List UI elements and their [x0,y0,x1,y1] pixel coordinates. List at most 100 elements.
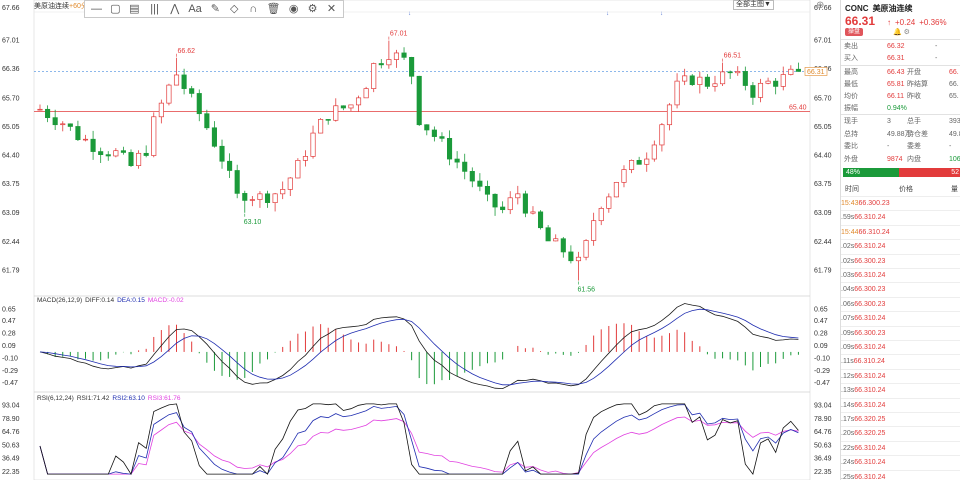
tick-vol: 0.24 [876,228,890,236]
rsi-legend-item: RSI2:63.10 [112,395,145,402]
candle-body [333,105,339,121]
candle [325,119,331,125]
drawing-toolbar: — ▢ ▤ ||| ⋀ Aa ✎ ◇ ∩ 🗑 ◉ ⚙ ✕ [84,0,344,18]
change-pct: +0.36% [919,18,947,27]
tick-header-time: 时间 [845,186,859,193]
tick-price: 66.31 [854,243,872,251]
candle [257,191,263,208]
y-tick-left: 63.75 [2,181,20,188]
candle-body [697,76,703,85]
tick-row: .17s66.320.25 [841,412,960,427]
magnet-icon[interactable]: ∩ [249,2,258,15]
main-chart-select[interactable]: 全部主图▼ [733,0,774,10]
candle-body [757,82,764,98]
candle-body [45,108,51,119]
rsi-tick-right: 78.90 [814,416,832,423]
candle-body [393,52,400,60]
candle-body [52,117,58,126]
minus-icon[interactable]: — [90,2,102,15]
stat-label: 昨收 [907,93,921,100]
tick-vol: 0.24 [871,344,886,351]
pencil-icon[interactable]: ✎ [210,2,220,15]
candle [583,239,589,261]
candle-body [325,119,331,121]
candle [712,75,718,92]
trade-badge[interactable]: 操盘 [845,28,864,36]
candle-body [158,102,164,118]
extreme-label: 67.01 [390,31,408,38]
candle [60,121,66,132]
tick-price: 66.31 [854,459,872,467]
candle [439,132,445,142]
stat-row: 均价 66.11 昨收 65. [841,91,960,102]
layers-icon[interactable]: ▤ [129,2,140,15]
gear-icon[interactable]: ⚙ [307,2,318,15]
ratio-left: 48% [843,168,899,177]
quote-value: 66.31 [887,55,905,62]
candle-body [795,68,801,72]
candle [333,98,339,122]
tick-vol: 0.24 [871,315,886,323]
candle-body [371,63,377,89]
bars-icon[interactable]: ||| [150,2,159,15]
text-icon[interactable]: Aa [188,2,202,15]
period-label[interactable]: 美原油连续+60分 [34,1,88,11]
candle [530,206,536,215]
candle-body [416,75,422,126]
candle [272,192,278,212]
panel-icons[interactable]: 🔔 ⚙ [893,29,910,36]
candle-body [530,211,536,214]
tick-time: .17s [841,416,855,423]
y-tick-right: 62.44 [814,239,832,246]
candle-body [545,227,551,242]
candle-body [272,193,278,203]
rsi3-line [39,416,799,475]
candle [371,62,377,93]
candle-body [538,211,544,229]
trash-icon[interactable]: 🗑 [266,2,281,15]
quote-panel: CONC 美原油连续 66.31 ↑ +0.24 +0.36% 操盘 🔔 ⚙ 卖出 66… [840,0,960,480]
tick-price: 66.31 [854,473,872,480]
candle [90,130,96,160]
tick-row: .20s66.320.25 [841,426,960,441]
candle-body [257,193,263,200]
candle-body [249,199,255,201]
close-icon[interactable]: ✕ [326,2,337,15]
stat-value: 66. [949,81,959,88]
candle-body [727,71,733,74]
macd-tick-right: -0.47 [814,380,830,387]
candle-body [515,193,521,199]
candle-body [173,74,180,86]
candle-body [606,196,612,209]
tick-price: 66.30 [854,257,872,265]
rsi-legend: RSI(6,12,24) RSI1:71.42 RSI2:63.10 RSI3:61.… [37,395,181,402]
macd-tick-right: 0.28 [814,331,828,338]
candle [173,57,180,86]
macd-legend: MACD(26,12,9) DIFF:0.14 DEA:0.15 MACD:-0.02 [37,297,184,304]
candle-body [651,144,657,160]
square-icon[interactable]: ▢ [110,2,121,15]
stat-label: 总手 [907,118,921,125]
candle-body [575,256,582,262]
macd-tick-left: -0.10 [2,355,18,362]
stat-value: 106 [949,156,960,163]
pattern-icon[interactable]: ⋀ [170,2,180,15]
candle-body [211,127,217,147]
eye-icon[interactable]: ◉ [288,2,299,15]
candle [355,95,362,112]
y-tick-left: 67.66 [2,5,20,12]
symbol-name: 美原油连续 [872,4,913,13]
candle [431,126,437,142]
candle [234,164,240,199]
divider [841,114,960,115]
candle [522,190,528,218]
add-icon[interactable]: ⊕ [816,0,825,11]
tick-price: 66.31 [858,228,877,236]
tick-vol: 0.24 [871,459,886,467]
eraser-icon[interactable]: ◇ [230,2,239,15]
up-arrow-icon: ↑ [887,18,891,27]
chart-area[interactable]: ↓↓↓67.6667.6667.0167.0166.3666.3665.7065… [0,0,840,480]
y-tick-right: 67.01 [814,38,832,45]
candle [545,225,551,242]
candle-body [386,59,392,66]
